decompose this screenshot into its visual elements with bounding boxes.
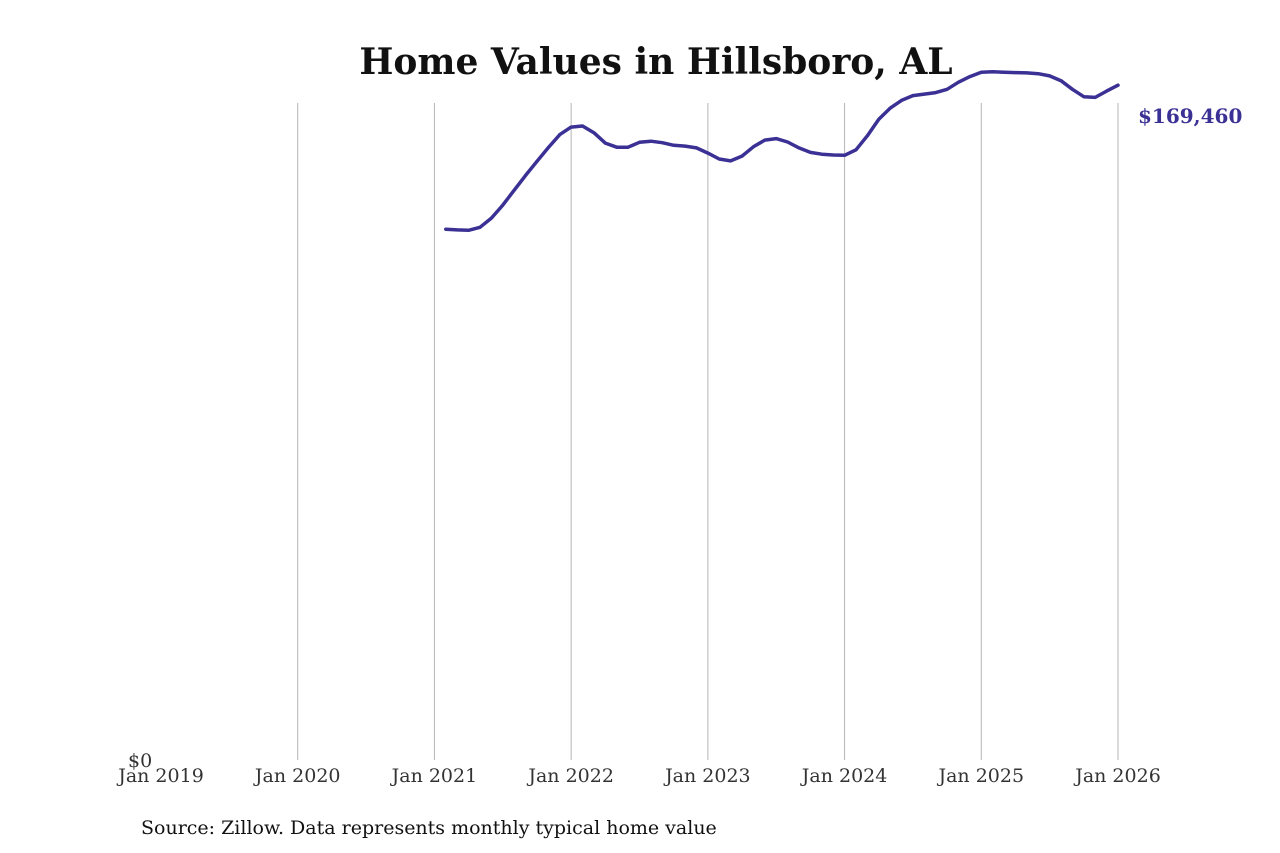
data-point bbox=[558, 133, 562, 137]
data-point bbox=[581, 124, 584, 128]
data-point bbox=[524, 173, 528, 177]
data-point bbox=[706, 151, 710, 155]
data-point bbox=[1059, 79, 1063, 83]
data-point bbox=[478, 225, 482, 229]
data-point bbox=[569, 125, 573, 129]
data-point bbox=[854, 148, 858, 152]
data-point bbox=[911, 94, 915, 98]
x-tick-label: Jan 2024 bbox=[800, 765, 888, 787]
x-tick-label: Jan 2023 bbox=[663, 765, 751, 787]
data-point bbox=[603, 141, 607, 145]
data-point bbox=[660, 141, 664, 145]
y-axis-zero-label: $0 bbox=[128, 750, 152, 772]
data-point bbox=[922, 92, 926, 96]
x-tick-label: Jan 2019 bbox=[116, 765, 204, 787]
data-point bbox=[546, 146, 550, 149]
data-point bbox=[1116, 83, 1120, 87]
data-point bbox=[1070, 87, 1074, 91]
x-tick-label: Jan 2021 bbox=[390, 765, 478, 787]
data-point bbox=[763, 138, 767, 142]
data-point bbox=[717, 157, 721, 161]
data-point bbox=[649, 139, 653, 143]
data-point bbox=[638, 140, 641, 144]
data-point bbox=[672, 143, 676, 147]
data-point bbox=[1048, 74, 1052, 78]
data-point bbox=[957, 80, 960, 84]
source-note: Source: Zillow. Data represents monthly … bbox=[141, 817, 717, 839]
data-point bbox=[888, 106, 892, 110]
series-line bbox=[444, 70, 1120, 233]
x-tick-label: Jan 2020 bbox=[253, 765, 341, 787]
data-point bbox=[797, 146, 801, 150]
data-point bbox=[786, 140, 790, 144]
data-point bbox=[444, 227, 448, 231]
data-point bbox=[1014, 71, 1017, 75]
x-tick-label: Jan 2025 bbox=[936, 765, 1024, 787]
data-point bbox=[843, 153, 847, 157]
data-point bbox=[512, 188, 516, 192]
data-point bbox=[900, 98, 903, 102]
data-point bbox=[991, 70, 995, 74]
data-point bbox=[626, 145, 630, 149]
data-point bbox=[831, 153, 835, 157]
series-layer bbox=[444, 70, 1120, 233]
end-value-label: $169,460 bbox=[1138, 104, 1242, 128]
data-point bbox=[729, 159, 733, 163]
data-point bbox=[968, 75, 972, 79]
x-tick-label: Jan 2026 bbox=[1073, 765, 1161, 787]
data-point bbox=[934, 91, 938, 95]
gridlines bbox=[297, 103, 1119, 760]
data-point bbox=[455, 228, 459, 232]
data-point bbox=[751, 145, 755, 149]
data-point bbox=[774, 137, 778, 141]
data-point bbox=[865, 134, 869, 138]
data-point bbox=[615, 145, 619, 149]
data-point bbox=[1093, 95, 1097, 99]
data-point bbox=[489, 216, 493, 220]
data-point bbox=[1082, 95, 1086, 99]
data-point bbox=[1002, 70, 1006, 74]
chart-title: Home Values in Hillsboro, AL bbox=[359, 41, 952, 83]
data-point bbox=[467, 228, 471, 232]
x-tick-label: Jan 2022 bbox=[526, 765, 614, 787]
data-point bbox=[695, 146, 698, 150]
data-point bbox=[683, 144, 687, 148]
data-point bbox=[877, 117, 881, 121]
data-point bbox=[1036, 72, 1040, 76]
data-point bbox=[535, 159, 539, 163]
data-point bbox=[592, 131, 596, 135]
data-point bbox=[979, 70, 983, 74]
data-point bbox=[945, 87, 949, 91]
x-axis: Jan 2019 Jan 2020 Jan 2021 Jan 2022 Jan 2023… bbox=[116, 765, 1161, 787]
data-point bbox=[501, 203, 505, 207]
data-point bbox=[820, 152, 824, 156]
data-point bbox=[1105, 89, 1109, 93]
data-point bbox=[740, 154, 744, 158]
data-point bbox=[808, 150, 812, 154]
data-point bbox=[1025, 71, 1029, 75]
